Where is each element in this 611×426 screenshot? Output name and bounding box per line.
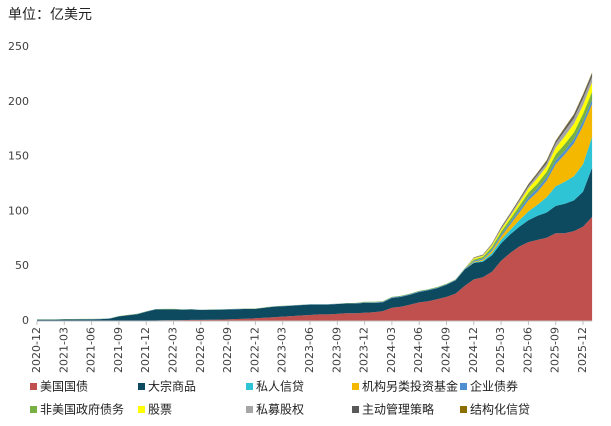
y-tick-label: 100 bbox=[8, 204, 29, 217]
legend-swatch bbox=[460, 383, 467, 390]
x-tick-label: 2024-09 bbox=[440, 327, 453, 373]
x-tick-label: 2023-12 bbox=[358, 327, 371, 373]
legend-label: 私募股权 bbox=[256, 403, 304, 417]
chart-title: 单位：亿美元 bbox=[8, 7, 92, 23]
area bbox=[37, 216, 593, 321]
x-tick-label: 2023-03 bbox=[276, 327, 289, 373]
x-tick-label: 2022-03 bbox=[167, 327, 180, 373]
legend-label: 机构另类投资基金 bbox=[362, 379, 458, 394]
y-tick-label: 50 bbox=[15, 259, 29, 272]
x-tick-label: 2022-09 bbox=[221, 327, 234, 373]
legend-label: 私人信贷 bbox=[256, 380, 304, 394]
y-tick-label: 200 bbox=[8, 95, 29, 108]
legend-label: 美国国债 bbox=[40, 380, 88, 394]
legend-swatch bbox=[246, 406, 253, 413]
x-tick-label: 2021-09 bbox=[112, 327, 125, 373]
x-tick-label: 2023-09 bbox=[330, 327, 343, 373]
legend-label: 企业债券 bbox=[470, 379, 518, 394]
x-tick-label: 2024-03 bbox=[385, 327, 398, 373]
x-tick-label: 2025-09 bbox=[549, 327, 562, 373]
legend-label: 股票 bbox=[148, 403, 172, 417]
x-tick-label: 2020-12 bbox=[30, 327, 43, 373]
y-tick-label: 150 bbox=[8, 150, 29, 163]
y-tick-label: 0 bbox=[22, 314, 29, 327]
x-tick-label: 2021-06 bbox=[85, 327, 98, 373]
area bbox=[37, 167, 593, 321]
legend-swatch bbox=[460, 406, 467, 413]
legend-label: 结构化信贷 bbox=[470, 402, 530, 417]
legend-swatch bbox=[138, 406, 145, 413]
x-tick-label: 2025-06 bbox=[521, 327, 534, 373]
legend-label: 主动管理策略 bbox=[362, 402, 434, 417]
legend-swatch bbox=[246, 383, 253, 390]
x-tick-label: 2024-12 bbox=[467, 327, 480, 373]
legend-swatch bbox=[30, 406, 37, 413]
y-tick-label: 250 bbox=[8, 40, 29, 53]
legend-label: 大宗商品 bbox=[148, 379, 196, 394]
legend-swatch bbox=[352, 406, 359, 413]
x-tick-label: 2024-06 bbox=[412, 327, 425, 373]
x-tick-label: 2021-12 bbox=[139, 327, 152, 373]
legend-label: 非美国政府债务 bbox=[40, 402, 124, 417]
legend-swatch bbox=[352, 383, 359, 390]
x-tick-label: 2021-03 bbox=[57, 327, 70, 373]
x-tick-label: 2025-12 bbox=[576, 327, 589, 373]
x-tick-label: 2023-06 bbox=[303, 327, 316, 373]
legend-swatch bbox=[30, 383, 37, 390]
x-tick-label: 2022-06 bbox=[194, 327, 207, 373]
x-tick-label: 2022-12 bbox=[248, 327, 261, 373]
x-tick-label: 2025-03 bbox=[494, 327, 507, 373]
legend-swatch bbox=[138, 383, 145, 390]
